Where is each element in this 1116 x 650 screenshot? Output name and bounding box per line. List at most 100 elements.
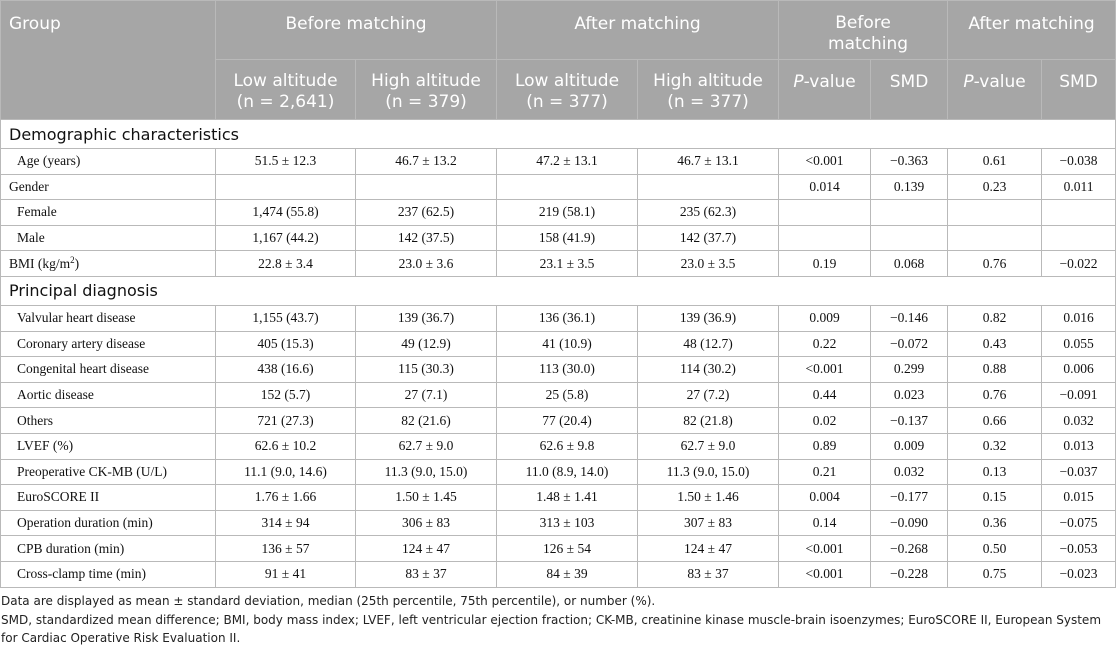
table-cell: <0.001: [778, 356, 872, 383]
table-cell: 62.6 ± 10.2: [215, 432, 356, 460]
table-cell: 0.011: [1041, 173, 1116, 201]
table-row: Coronary artery disease 405 (15.3) 49 (12.…: [0, 330, 1116, 358]
table-cell: −0.072: [870, 330, 949, 358]
table-cell: 237 (62.5): [354, 199, 498, 226]
table-cell: [947, 224, 1043, 252]
row-label: Preoperative CK-MB (U/L): [0, 458, 216, 486]
row-label: Coronary artery disease: [0, 330, 216, 358]
header-smd-after: SMD: [1041, 59, 1116, 120]
header-group: Group: [0, 0, 216, 120]
table-cell: 142 (37.7): [637, 224, 780, 252]
header-high-altitude-before: High altitude (n = 379): [354, 59, 498, 120]
table-cell: 1.50 ± 1.45: [354, 484, 498, 511]
row-label-text: Age (years): [17, 153, 81, 169]
row-label-text: Preoperative CK-MB (U/L): [17, 463, 167, 479]
table-row: Preoperative CK-MB (U/L) 11.1 (9.0, 14.6)…: [0, 458, 1116, 486]
table-cell: 0.66: [947, 407, 1043, 434]
table-cell: 0.15: [947, 484, 1043, 511]
table-cell: −0.075: [1041, 509, 1116, 537]
table-cell: −0.177: [870, 484, 949, 511]
row-label: Female: [0, 199, 216, 226]
section-heading: Demographic characteristics: [0, 119, 1116, 149]
footnote-2: SMD, standardized mean difference; BMI, …: [1, 613, 1102, 645]
row-label: Operation duration (min): [0, 509, 216, 537]
table-body: Demographic characteristics Age (years) 51…: [0, 119, 1116, 588]
table-cell: 84 ± 39: [496, 560, 639, 588]
table-cell: −0.038: [1041, 148, 1116, 175]
table-cell: 62.7 ± 9.0: [637, 432, 780, 460]
table-cell: 0.75: [947, 560, 1043, 588]
table-cell: <0.001: [778, 535, 872, 562]
table-cell: 0.76: [947, 381, 1043, 409]
table-cell: 152 (5.7): [215, 381, 356, 409]
table-row: EuroSCORE II 1.76 ± 1.66 1.50 ± 1.45 1.48 ±…: [0, 484, 1116, 511]
table-cell: 41 (10.9): [496, 330, 639, 358]
table-cell: 0.76: [947, 250, 1043, 277]
table-cell: 22.8 ± 3.4: [215, 250, 356, 277]
table-row: Cross-clamp time (min) 91 ± 41 83 ± 37 84 ±…: [0, 560, 1116, 588]
table-cell: 0.13: [947, 458, 1043, 486]
row-label-text: Congenital heart disease: [17, 361, 149, 377]
table-cell: −0.228: [870, 560, 949, 588]
header-before-matching-stats: Before matching: [778, 0, 949, 60]
table-cell: 314 ± 94: [215, 509, 356, 537]
row-label: Gender: [0, 173, 216, 201]
table-cell: 23.0 ± 3.6: [354, 250, 498, 277]
table-cell: −0.268: [870, 535, 949, 562]
row-label-text: Operation duration (min): [17, 515, 153, 531]
row-label-text: Gender: [9, 178, 49, 194]
table-cell: 307 ± 83: [637, 509, 780, 537]
table-cell: 139 (36.7): [354, 304, 498, 332]
table-cell: 23.0 ± 3.5: [637, 250, 780, 277]
header-n-high-before: (n = 379): [385, 92, 467, 112]
header-smd-before: SMD: [870, 59, 949, 120]
table-cell: 82 (21.6): [354, 407, 498, 434]
section-heading: Principal diagnosis: [0, 275, 1116, 306]
table-cell: 1,474 (55.8): [215, 199, 356, 226]
table-cell: 0.14: [778, 509, 872, 537]
table-cell: 219 (58.1): [496, 199, 639, 226]
table-cell: 124 ± 47: [354, 535, 498, 562]
table-cell: −0.091: [1041, 381, 1116, 409]
table-cell: 142 (37.5): [354, 224, 498, 252]
table-cell: 27 (7.2): [637, 381, 780, 409]
table-cell: 0.015: [1041, 484, 1116, 511]
table-header: Group Before matching After matching Bef…: [0, 0, 1116, 120]
table-row: Operation duration (min) 314 ± 94 306 ± 83…: [0, 509, 1116, 537]
table-cell: 47.2 ± 13.1: [496, 148, 639, 175]
table-cell: 46.7 ± 13.2: [354, 148, 498, 175]
table-cell: [870, 224, 949, 252]
header-low-altitude-label-after: Low altitude: [514, 71, 620, 91]
table-cell: [637, 173, 780, 201]
table-cell: 0.22: [778, 330, 872, 358]
table-cell: [354, 173, 498, 201]
header-high-altitude-after: High altitude (n = 377): [637, 59, 780, 120]
table-cell: −0.137: [870, 407, 949, 434]
row-label: LVEF (%): [0, 432, 216, 460]
row-label: Age (years): [0, 148, 216, 175]
table-cell: 0.016: [1041, 304, 1116, 332]
table-cell: 0.02: [778, 407, 872, 434]
table-cell: −0.363: [870, 148, 949, 175]
table-cell: 115 (30.3): [354, 356, 498, 383]
row-label-text: CPB duration (min): [17, 540, 125, 556]
table-cell: 49 (12.9): [354, 330, 498, 358]
header-p-italic-after: P: [963, 72, 974, 92]
row-label-text: Cross-clamp time (min): [17, 566, 146, 582]
row-label-text: BMI (kg/m: [9, 255, 71, 271]
table-cell: 0.44: [778, 381, 872, 409]
table-cell: 0.009: [778, 304, 872, 332]
table-cell: 0.032: [1041, 407, 1116, 434]
table-cell: 0.36: [947, 509, 1043, 537]
table-cell: 0.89: [778, 432, 872, 460]
section-demographic: Demographic characteristics: [0, 119, 1116, 149]
table-row: Age (years) 51.5 ± 12.3 46.7 ± 13.2 47.2 ± …: [0, 148, 1116, 175]
header-n-high-after: (n = 377): [667, 92, 749, 112]
row-label-text: Aortic disease: [17, 387, 94, 403]
row-label: Cross-clamp time (min): [0, 560, 216, 588]
table-cell: 11.3 (9.0, 15.0): [354, 458, 498, 486]
table-cell: 0.32: [947, 432, 1043, 460]
table-cell: [215, 173, 356, 201]
header-low-altitude-before: Low altitude (n = 2,641): [215, 59, 356, 120]
table-cell: −0.037: [1041, 458, 1116, 486]
